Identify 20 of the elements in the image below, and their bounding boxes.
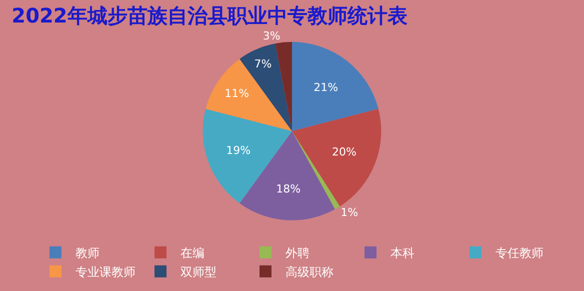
data-label: 1% [340, 206, 358, 220]
data-label: 21% [314, 80, 338, 94]
legend-label: 外聘 [286, 246, 310, 260]
legend-label: 高级职称 [286, 265, 334, 280]
chart-title: 2022年城步苗族自治县职业中专教师统计表 [12, 4, 408, 28]
pie-slice [206, 58, 292, 132]
data-label: 18% [276, 182, 301, 196]
legend-label: 专任教师 [496, 246, 544, 260]
pie-slice [275, 42, 292, 132]
legend-label: 在编 [180, 246, 204, 260]
data-label: 11% [224, 87, 250, 100]
data-label: 3% [262, 29, 280, 42]
data-label: 7% [254, 57, 272, 70]
legend-label: 双师型 [180, 265, 216, 280]
legend-label: 专业课教师 [76, 265, 136, 280]
legend-label: 教师 [76, 246, 100, 260]
legend-label: 本科 [390, 246, 414, 260]
data-label: 20% [332, 145, 356, 158]
pie-slice [292, 42, 378, 132]
data-label: 19% [226, 144, 251, 157]
